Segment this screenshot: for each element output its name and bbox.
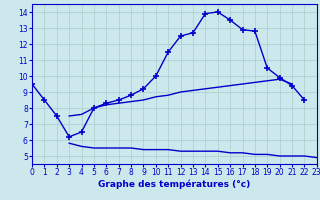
X-axis label: Graphe des températures (°c): Graphe des températures (°c): [98, 180, 251, 189]
